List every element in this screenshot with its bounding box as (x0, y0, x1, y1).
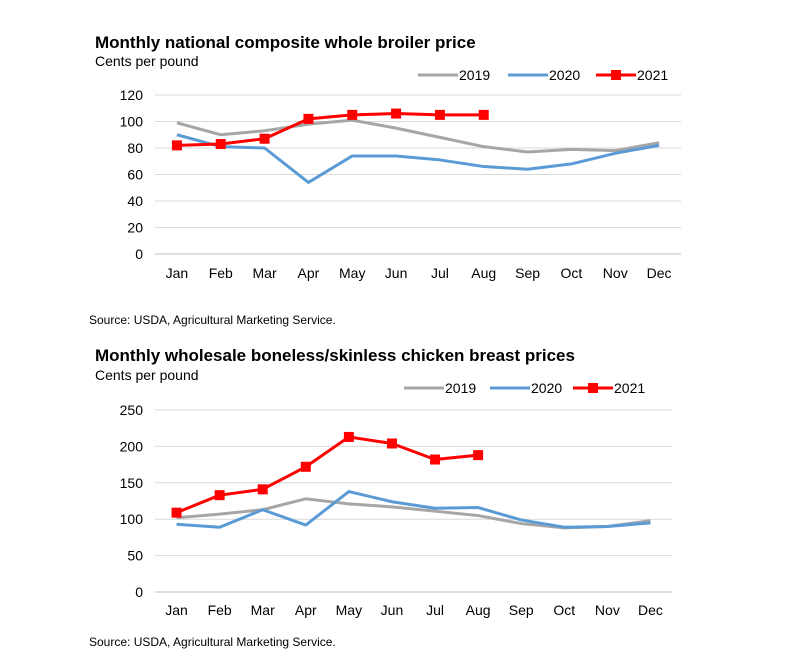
x-tick-label: Sep (509, 602, 534, 618)
chart-title: Monthly wholesale boneless/skinless chic… (95, 346, 575, 365)
y-tick-label: 0 (135, 246, 143, 262)
series-line-2021 (176, 112, 484, 147)
data-point-2021 (214, 490, 225, 501)
legend-label-2019: 2019 (445, 380, 476, 396)
data-point-2021 (303, 113, 314, 124)
legend-label-2021: 2021 (614, 380, 645, 396)
x-tick-label: Apr (295, 602, 317, 618)
data-point-2021 (434, 109, 445, 120)
y-tick-label: 120 (120, 87, 144, 103)
y-tick-label: 250 (120, 402, 144, 418)
x-tick-label: Feb (209, 265, 233, 281)
data-point-2021 (478, 109, 489, 120)
y-tick-label: 60 (127, 167, 143, 183)
data-point-2021 (391, 108, 402, 119)
x-tick-label: Aug (466, 602, 491, 618)
legend-label-2021: 2021 (637, 67, 668, 83)
y-tick-label: 50 (127, 548, 143, 564)
y-tick-label: 150 (120, 475, 144, 491)
data-point-2021 (386, 438, 397, 449)
legend-marker-2021 (588, 383, 598, 393)
data-point-2021 (259, 133, 270, 144)
x-tick-label: Dec (638, 602, 663, 618)
x-tick-label: Nov (595, 602, 620, 618)
y-tick-label: 20 (127, 220, 143, 236)
x-tick-label: Oct (553, 602, 575, 618)
data-point-2021 (257, 484, 268, 495)
y-axis-units-label: Cents per pound (95, 367, 199, 383)
y-tick-label: 200 (120, 438, 144, 454)
legend-label-2020: 2020 (549, 67, 580, 83)
series-line-2019 (176, 118, 660, 154)
y-tick-label: 100 (120, 511, 144, 527)
x-tick-label: Jun (385, 265, 408, 281)
chicken-breast-price-plot: 0 50 100 150 200 250 Jan Feb Mar Apr May Jun Jul Aug S… (120, 380, 672, 618)
x-tick-label: Mar (251, 602, 275, 618)
data-point-2021 (215, 139, 226, 150)
source-note: Source: USDA, Agricultural Marketing Ser… (89, 313, 336, 327)
series-line-2019 (176, 497, 651, 530)
data-point-2021 (343, 431, 354, 442)
legend-marker-2021 (611, 70, 621, 80)
y-tick-label: 40 (127, 193, 143, 209)
y-tick-label: 80 (127, 140, 143, 156)
data-point-2021 (430, 454, 441, 465)
x-tick-label: Jul (431, 265, 449, 281)
y-tick-label: 0 (135, 584, 143, 600)
x-tick-label: Jan (166, 265, 189, 281)
x-tick-label: Aug (471, 265, 496, 281)
y-tick-label: 100 (120, 114, 144, 130)
x-tick-label: Jun (381, 602, 404, 618)
legend-label-2019: 2019 (459, 67, 490, 83)
chicken-breast-price-chart: Monthly wholesale boneless/skinless chic… (0, 330, 810, 666)
x-tick-label: Apr (298, 265, 320, 281)
x-tick-label: Oct (561, 265, 583, 281)
x-tick-label: Jan (165, 602, 188, 618)
source-note: Source: USDA, Agricultural Marketing Ser… (89, 635, 336, 649)
broiler-price-chart: Monthly national composite whole broiler… (0, 0, 810, 330)
x-tick-label: Jul (426, 602, 444, 618)
series-line-2020 (176, 133, 660, 184)
x-tick-label: Nov (603, 265, 628, 281)
data-point-2021 (171, 507, 182, 518)
data-point-2021 (473, 450, 484, 461)
x-tick-label: Feb (208, 602, 232, 618)
x-tick-label: May (336, 602, 362, 618)
x-tick-label: Mar (253, 265, 277, 281)
series-line-2021 (175, 435, 479, 515)
broiler-price-plot: 0 20 40 60 80 100 120 Jan Feb Mar Apr May Jun Jul Aug S… (120, 67, 681, 281)
data-point-2021 (171, 140, 182, 151)
chart-title: Monthly national composite whole broiler… (95, 33, 476, 52)
legend-label-2020: 2020 (531, 380, 562, 396)
data-point-2021 (300, 461, 311, 472)
y-axis-units-label: Cents per pound (95, 53, 199, 69)
data-point-2021 (347, 109, 358, 120)
series-line-2020 (176, 490, 651, 529)
x-tick-label: Dec (647, 265, 672, 281)
x-tick-label: May (339, 265, 365, 281)
x-tick-label: Sep (515, 265, 540, 281)
